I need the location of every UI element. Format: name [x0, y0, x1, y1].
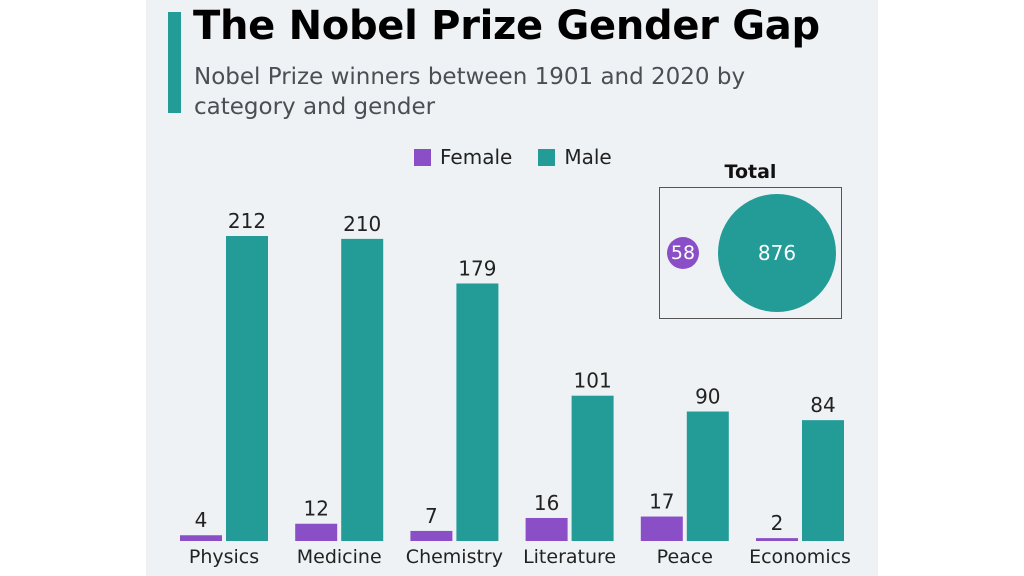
total-title: Total — [724, 161, 777, 183]
bar-female-peace — [640, 516, 683, 541]
category-label-physics: Physics — [189, 546, 259, 568]
total-box — [659, 187, 842, 319]
category-label-medicine: Medicine — [297, 546, 382, 568]
bar-male-chemistry — [456, 283, 499, 541]
legend-label-female: Female — [440, 145, 513, 169]
bar-female-physics — [180, 535, 222, 541]
bar-female-literature — [525, 517, 568, 541]
bar-female-economics — [756, 538, 798, 541]
bar-female-medicine — [295, 523, 338, 541]
total-male-value: 876 — [757, 241, 797, 265]
data-label-female-physics: 4 — [195, 508, 208, 532]
bar-male-medicine — [341, 238, 384, 541]
data-label-male-economics: 84 — [810, 393, 835, 417]
chart-subtitle: Nobel Prize winners between 1901 and 202… — [194, 64, 746, 120]
category-label-chemistry: Chemistry — [406, 546, 503, 568]
legend-item-male: Male — [538, 145, 612, 169]
legend-item-female: Female — [414, 145, 512, 169]
legend-label-male: Male — [564, 145, 612, 169]
bar-male-economics — [802, 420, 844, 541]
data-label-female-literature: 16 — [534, 491, 559, 515]
category-label-economics: Economics — [749, 546, 851, 568]
category-label-literature: Literature — [523, 546, 616, 568]
title-accent-bar — [168, 12, 181, 113]
bar-male-physics — [226, 236, 268, 541]
data-label-female-peace: 17 — [649, 490, 674, 514]
bar-male-literature — [571, 395, 614, 541]
data-label-male-peace: 90 — [695, 385, 720, 409]
data-label-female-economics: 2 — [771, 511, 784, 535]
category-label-peace: Peace — [657, 546, 713, 568]
data-label-male-medicine: 210 — [343, 212, 381, 236]
data-label-female-medicine: 12 — [303, 497, 328, 521]
chart-title: The Nobel Prize Gender Gap — [193, 3, 820, 49]
total-female-value: 58 — [670, 242, 696, 264]
total-female-circle: 58 — [667, 237, 699, 269]
bar-female-chemistry — [410, 530, 453, 541]
bar-male-peace — [686, 411, 729, 541]
legend-swatch-female — [414, 148, 431, 166]
data-label-male-chemistry: 179 — [458, 256, 496, 280]
data-label-male-physics: 212 — [228, 209, 266, 233]
legend-swatch-male — [538, 148, 556, 166]
data-label-male-literature: 101 — [574, 369, 612, 393]
total-male-circle: 876 — [718, 194, 836, 312]
legend: Female Male — [414, 144, 638, 170]
data-label-female-chemistry: 7 — [425, 504, 438, 528]
